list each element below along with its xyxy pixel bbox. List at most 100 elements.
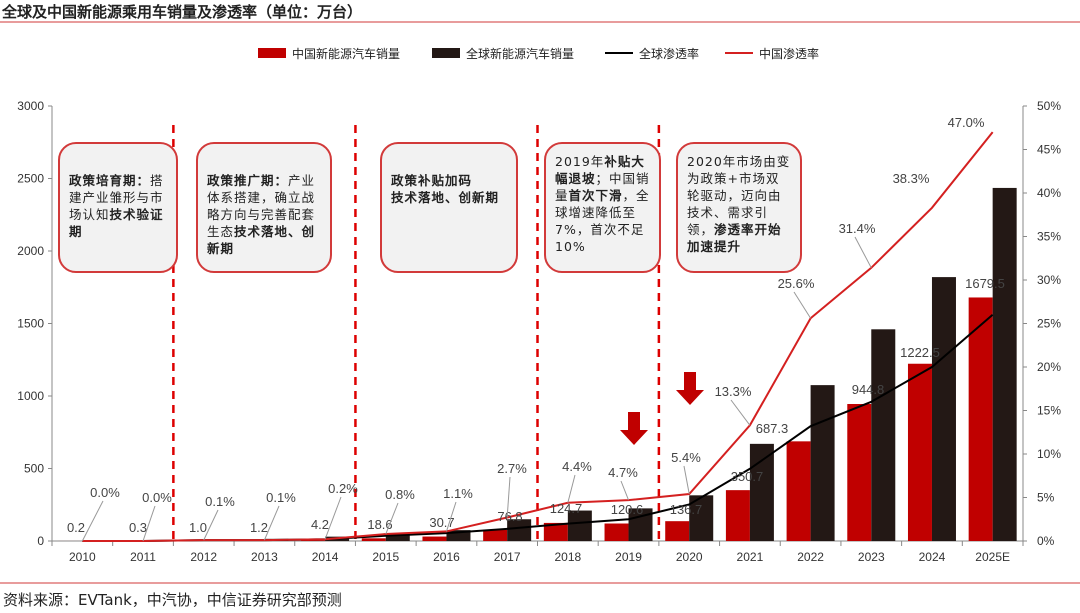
annotation-text: 渗透率开始加速提升: [687, 222, 782, 254]
x-tick-label: 2024: [919, 550, 946, 564]
china-sales-label: 687.3: [756, 421, 789, 436]
figure-title: 全球及中国新能源乘用车销量及渗透率（单位：万台）: [2, 3, 363, 21]
china-penetration-label: 4.7%: [608, 465, 638, 480]
right-tick-label: 40%: [1037, 186, 1061, 200]
china-penetration-label: 0.0%: [90, 485, 120, 500]
label-leader: [793, 291, 812, 319]
china-sales-label: 0.2: [67, 520, 85, 535]
label-leader: [142, 505, 156, 542]
china-penetration-label: 13.3%: [715, 384, 752, 399]
right-tick-label: 20%: [1037, 360, 1061, 374]
china-penetration-label: 1.1%: [443, 486, 473, 501]
global-sales-bar: [810, 385, 835, 541]
china-sales-label: 0.3: [129, 520, 147, 535]
china-penetration-label: 47.0%: [948, 115, 985, 130]
china-sales-label: 1.2: [250, 520, 268, 535]
label-leader: [324, 496, 342, 540]
china-sales-label: 1222.5: [900, 345, 940, 360]
label-leader: [620, 480, 629, 501]
annotation-text: 政策推广期：: [207, 173, 289, 188]
source-note: 资料来源：EVTank，中汽协，中信证券研究部预测: [3, 591, 342, 609]
left-tick-label: 3000: [17, 99, 44, 113]
annotation-text: 政策培育期：: [69, 173, 151, 188]
label-leader: [203, 509, 219, 541]
china-sales-bar: [907, 363, 932, 541]
x-tick-label: 2019: [615, 550, 642, 564]
china-sales-bar: [847, 404, 872, 541]
label-leader: [263, 505, 280, 541]
china-sales-label: 4.2: [311, 517, 329, 532]
x-tick-label: 2011: [130, 550, 156, 564]
china-penetration-label: 0.8%: [385, 487, 415, 502]
china-sales-label: 136.7: [670, 502, 703, 517]
annotation-text: 2019年: [555, 154, 605, 169]
legend-label: 全球新能源汽车销量: [466, 46, 574, 61]
china-sales-label: 18.6: [367, 517, 392, 532]
china-sales-label: 1679.5: [965, 276, 1005, 291]
x-tick-label: 2025E: [975, 550, 1010, 564]
china-sales-bar: [301, 540, 326, 541]
global-sales-bar: [507, 519, 532, 541]
china-sales-label: 944.8: [852, 382, 885, 397]
label-leader: [567, 474, 576, 503]
annotation-text: 2020年市场由变为政策+市场双轮驱动，迈向由技术、需求引领，: [687, 154, 791, 237]
global-sales-bar: [446, 530, 471, 541]
china-penetration-label: 0.0%: [142, 490, 172, 505]
annotation-text: 技术验证期: [69, 207, 164, 239]
annotation-text: 技术落地、创新期: [391, 190, 500, 205]
china-sales-bar: [543, 522, 568, 541]
china-sales-bar: [968, 297, 993, 541]
global-sales-bar: [749, 443, 774, 541]
x-tick-label: 2020: [676, 550, 703, 564]
label-leader: [445, 501, 457, 532]
global-sales-bar: [385, 533, 410, 541]
china-penetration-label: 5.4%: [671, 450, 701, 465]
x-tick-label: 2017: [494, 550, 521, 564]
annotation-text: ，全球增速降低至7%，首次不足10%: [555, 188, 650, 254]
china-sales-bar: [604, 523, 629, 541]
annotation-text: 首次下滑: [568, 188, 623, 203]
label-leader: [506, 476, 511, 518]
x-tick-label: 2018: [554, 550, 581, 564]
x-tick-label: 2010: [69, 550, 96, 564]
label-leader: [683, 465, 690, 495]
china-penetration-label: 0.1%: [205, 494, 235, 509]
china-penetration-label: 38.3%: [893, 171, 930, 186]
annotation-text: ；中国销量: [555, 171, 650, 203]
x-tick-label: 2012: [190, 550, 217, 564]
left-tick-label: 500: [24, 462, 44, 476]
x-tick-label: 2013: [251, 550, 278, 564]
period-annotation-box: 政策培育期：搭建产业雏形与市场认知技术验证期: [58, 142, 178, 273]
legend-label: 中国新能源汽车销量: [292, 46, 400, 61]
china-sales-label: 1.0: [189, 520, 207, 535]
global-sales-bar: [567, 510, 592, 541]
china-penetration-line: [82, 131, 994, 542]
left-tick-label: 2500: [17, 172, 44, 186]
x-tick-label: 2023: [858, 550, 885, 564]
left-tick-label: 1500: [17, 317, 44, 331]
right-tick-label: 50%: [1037, 99, 1061, 113]
legend-label: 全球渗透率: [639, 46, 699, 61]
label-leader: [81, 500, 104, 542]
x-tick-label: 2021: [737, 550, 764, 564]
right-tick-label: 30%: [1037, 273, 1061, 287]
x-tick-label: 2016: [433, 550, 460, 564]
china-penetration-label: 4.4%: [562, 459, 592, 474]
global-sales-bar: [992, 187, 1017, 542]
right-tick-label: 10%: [1037, 447, 1061, 461]
label-leader: [385, 502, 399, 535]
china-sales-bar: [422, 536, 447, 541]
china-sales-label: 120.6: [611, 502, 644, 517]
legend-label: 中国渗透率: [759, 46, 819, 61]
china-penetration-label: 0.2%: [328, 481, 358, 496]
china-penetration-label: 0.1%: [266, 490, 296, 505]
label-leader: [854, 236, 872, 269]
down-arrow-icon: [620, 412, 648, 445]
global-sales-bar: [871, 329, 896, 541]
period-annotation-box: 政策补贴加码 技术落地、创新期: [380, 142, 518, 273]
right-tick-label: 25%: [1037, 317, 1061, 331]
period-annotation-box: 2020年市场由变为政策+市场双轮驱动，迈向由技术、需求引领，渗透率开始加速提升: [676, 142, 802, 273]
x-tick-label: 2015: [372, 550, 399, 564]
left-tick-label: 2000: [17, 244, 44, 258]
